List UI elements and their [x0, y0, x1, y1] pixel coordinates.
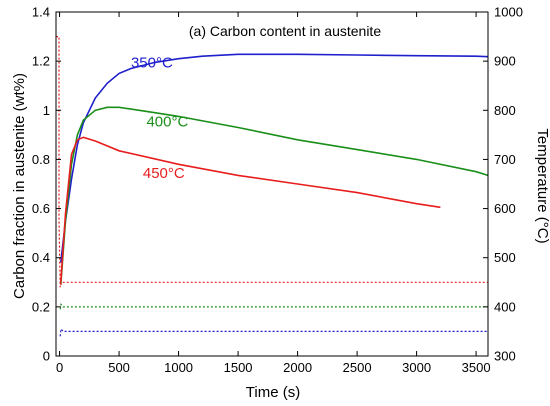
y-axis-title-right: Temperature (°C): [534, 128, 550, 243]
x-tick-label-3500: 3500: [462, 360, 491, 375]
y-axis-title-left: Carbon fraction in austenite (wt%): [11, 73, 28, 299]
x-tick-label-3000: 3000: [402, 360, 431, 375]
x-tick-label-2000: 2000: [283, 360, 312, 375]
y-tick-label-2: 0.4: [32, 250, 50, 265]
y-tick-label-1: 0.2: [32, 299, 50, 314]
y2-tick-label-1000: 1000: [494, 5, 523, 20]
series-450C-line: [60, 136, 441, 283]
y-tick-label-7: 1.4: [32, 5, 50, 20]
axes-layer: 0 500 1000 1500 2000 2500 3000 350000.20.40.60.…: [32, 5, 523, 376]
y-tick-label-5: 1: [43, 103, 50, 118]
series-layer: 350°C 400°C 450°C: [56, 36, 489, 337]
x-axis-title: Time (s): [246, 384, 300, 401]
y-tick-label-0: 0: [43, 349, 50, 364]
x-tick-label-500: 500: [108, 360, 130, 375]
series-350C-line: [60, 53, 489, 263]
x-tick-label-2500: 2500: [343, 360, 372, 375]
y2-tick-label-300: 300: [494, 349, 516, 364]
x-tick-label-1000: 1000: [164, 360, 193, 375]
y2-tick-label-500: 500: [494, 250, 516, 265]
x-tick-label-0: 0: [56, 360, 63, 375]
temperature-series-4-line: [59, 303, 488, 310]
y2-tick-label-900: 900: [494, 54, 516, 69]
y-tick-label-6: 1.2: [32, 54, 50, 69]
plot-frame: [55, 11, 489, 357]
series-400C-label: 400°C: [146, 113, 188, 130]
y2-tick-label-800: 800: [494, 103, 516, 118]
y2-tick-label-700: 700: [494, 152, 516, 167]
x-tick-label-1500: 1500: [224, 360, 253, 375]
y-tick-label-3: 0.6: [32, 201, 50, 216]
chart-title: (a) Carbon content in austenite: [189, 23, 381, 39]
temperature-series-3-line: [56, 36, 488, 288]
series-400C-line: [60, 106, 489, 285]
series-350C-label: 350°C: [131, 54, 173, 71]
y-tick-label-4: 0.8: [32, 152, 50, 167]
series-450C-label: 450°C: [143, 165, 185, 182]
y2-tick-label-600: 600: [494, 201, 516, 216]
temperature-series-5-line: [59, 327, 488, 337]
y2-tick-label-400: 400: [494, 299, 516, 314]
